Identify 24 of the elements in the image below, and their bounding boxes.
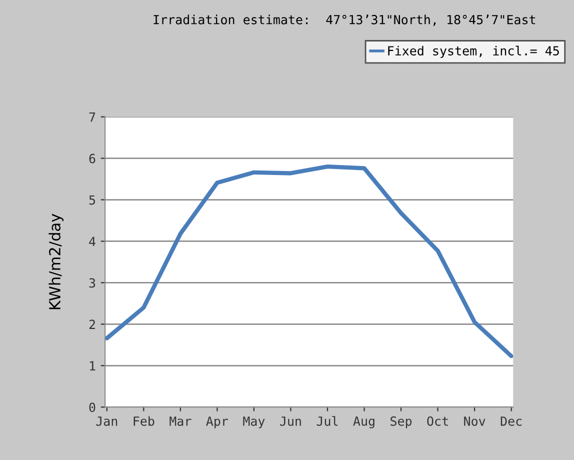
chart-title: Irradiation estimate: 47°13’31"North, 18°45’7"East: [154, 14, 536, 26]
y-tick-label: 6: [89, 154, 96, 164]
legend-label: Fixed system, incl.= 45: [388, 46, 559, 58]
x-tick-label: Dec: [500, 416, 522, 426]
y-tick-label: 2: [89, 320, 95, 329]
x-tick-label: Feb: [134, 416, 154, 426]
y-axis-title: KWh/m2/day: [48, 214, 64, 310]
x-tick-label: Mar: [170, 416, 192, 426]
x-tick-label: Aug: [353, 416, 374, 428]
x-tick-label: Jun: [280, 416, 301, 426]
x-tick-label: Jul: [316, 416, 338, 426]
x-tick-label: Apr: [206, 416, 228, 428]
y-tick-label: 0: [89, 402, 96, 412]
y-tick-label: 4: [89, 236, 96, 246]
x-tick-label: Sep: [390, 416, 412, 428]
x-tick-label: Nov: [464, 416, 486, 426]
x-tick-label: May: [243, 416, 265, 428]
y-tick-label: 3: [89, 278, 96, 288]
x-tick-label: Oct: [427, 416, 448, 426]
y-tick-label: 5: [89, 195, 96, 205]
y-tick-label: 7: [89, 112, 96, 122]
x-tick-label: Jan: [96, 416, 118, 426]
y-tick-label: 1: [90, 361, 96, 370]
line-series: [105, 164, 514, 358]
